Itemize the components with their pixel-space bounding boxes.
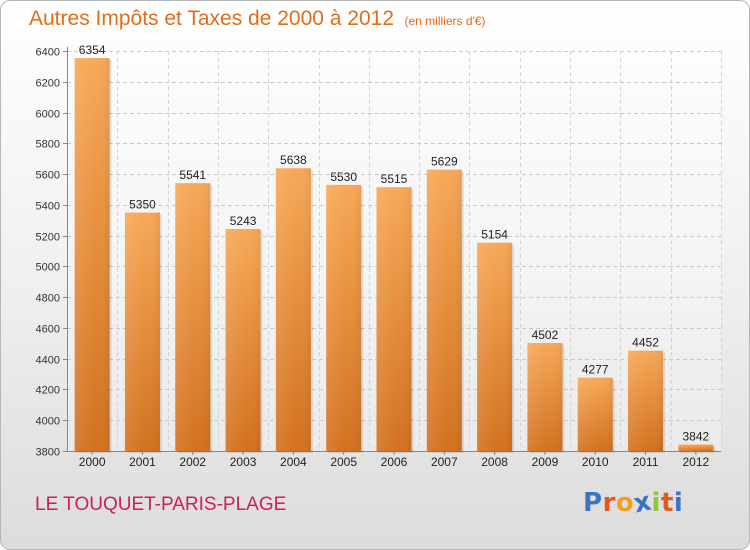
value-label: 5530 (330, 170, 357, 184)
bar-highlight (225, 229, 261, 451)
x-tick-label: 2000 (79, 455, 106, 469)
x-tick-label: 2012 (682, 455, 709, 469)
bar-highlight (477, 242, 513, 451)
bar-highlight (678, 444, 714, 451)
x-tick-label: 2006 (381, 455, 408, 469)
bar-highlight (577, 377, 613, 451)
value-label: 5350 (129, 198, 156, 212)
y-tick-label: 4200 (36, 385, 60, 397)
y-tick-label: 5400 (36, 201, 60, 213)
logo-letter: i (651, 488, 661, 518)
y-tick-label: 4400 (36, 355, 60, 367)
value-label: 5638 (280, 153, 307, 167)
x-tick-label: 2008 (481, 455, 508, 469)
location-name: LE TOUQUET-PARIS-PLAGE (35, 494, 287, 515)
bar-highlight (527, 343, 563, 451)
y-tick-label: 5800 (36, 139, 60, 151)
value-label: 5629 (431, 155, 458, 169)
bar-highlight (275, 168, 311, 451)
chart-subtitle: (en milliers d'€) (404, 14, 486, 28)
bar-highlight (124, 212, 160, 451)
x-tick-label: 2007 (431, 455, 458, 469)
bar-highlight (426, 169, 462, 451)
value-label: 3842 (682, 430, 709, 444)
bar-highlight (175, 183, 211, 451)
value-label: 5541 (179, 168, 206, 182)
y-tick-label: 4800 (36, 293, 60, 305)
proxiti-logo[interactable]: Proxiti (583, 487, 684, 520)
logo-letter: o (615, 488, 635, 518)
y-tick-label: 3800 (36, 447, 60, 459)
value-label: 6354 (79, 43, 106, 57)
axes (63, 47, 721, 455)
labels: 3800 4000 4200 4400 4600 4800 5000 5200 5400 5600… (36, 43, 710, 469)
bar-highlight (74, 58, 110, 451)
x-tick-label: 2009 (532, 455, 559, 469)
x-tick-label: 2001 (129, 455, 156, 469)
bar-highlight (376, 187, 412, 451)
x-tick-label: 2011 (633, 455, 659, 469)
x-tick-label: 2002 (179, 455, 206, 469)
value-label: 4277 (582, 363, 609, 377)
value-label: 5515 (381, 172, 408, 186)
y-tick-label: 6200 (36, 78, 60, 90)
value-label: 4452 (632, 336, 659, 350)
value-label: 5154 (481, 228, 508, 242)
y-tick-label: 5200 (36, 232, 60, 244)
x-tick-label: 2003 (230, 455, 257, 469)
logo-letter: t (660, 488, 674, 518)
chart-header: Autres Impôts et Taxes de 2000 à 2012 (e… (29, 7, 485, 31)
chart-title: Autres Impôts et Taxes de 2000 à 2012 (29, 7, 395, 30)
y-tick-label: 4600 (36, 324, 60, 336)
value-label: 4502 (532, 328, 559, 342)
bar-highlight (628, 350, 664, 451)
x-tick-label: 2004 (280, 455, 307, 469)
logo-letter: r (602, 488, 616, 518)
y-tick-label: 6000 (36, 109, 60, 121)
y-tick-label: 5600 (36, 170, 60, 182)
y-tick-label: 4000 (36, 416, 60, 428)
bars (74, 58, 716, 453)
y-tick-label: 5000 (36, 262, 60, 274)
x-tick-label: 2010 (582, 455, 609, 469)
logo-letter: i (673, 488, 684, 518)
x-tick-label: 2005 (330, 455, 357, 469)
value-label: 5243 (230, 214, 257, 228)
y-tick-label: 6400 (36, 47, 60, 59)
bar-highlight (326, 184, 362, 451)
logo-letter: P (583, 488, 603, 518)
